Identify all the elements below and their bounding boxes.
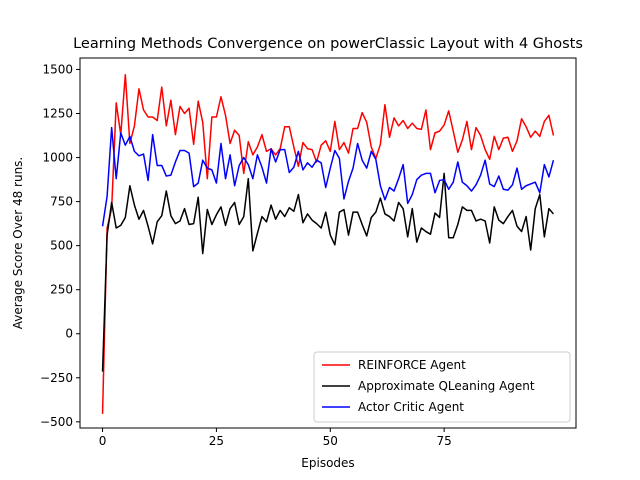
x-tick-label: 75: [437, 434, 452, 448]
series-lines: [101, 73, 555, 414]
y-tick-label: 1250: [42, 107, 73, 121]
y-tick-label: −250: [40, 371, 73, 385]
x-tick-label: 0: [99, 434, 107, 448]
x-tick-label: 50: [323, 434, 338, 448]
legend-label-1: Approximate QLeaning Agent: [358, 379, 535, 393]
x-tick-label: 25: [209, 434, 224, 448]
y-tick-label: 750: [50, 195, 73, 209]
series-line-2: [101, 126, 555, 227]
y-tick-label: 1500: [42, 62, 73, 76]
plot-frame: [79, 57, 577, 429]
chart-title: Learning Methods Convergence on powerCla…: [73, 36, 583, 52]
y-tick-label: −500: [40, 415, 73, 429]
legend-label-2: Actor Critic Agent: [358, 400, 464, 414]
legend-label-0: REINFORCE Agent: [358, 358, 466, 372]
legend: REINFORCE Agent Approximate QLeaning Agen…: [313, 351, 571, 423]
y-tick-label: 0: [65, 327, 73, 341]
y-tick-label: 500: [50, 239, 73, 253]
y-tick-label: 1000: [42, 151, 73, 165]
legend-box: [313, 351, 571, 423]
y-axis-ticks: −500 −250 0 250 500 750 1000 1250 1500: [40, 62, 80, 429]
series-line-1: [101, 172, 555, 372]
x-axis-label: Episodes: [301, 456, 354, 470]
series-line-0: [101, 73, 555, 414]
x-axis-ticks: 0 25 50 75: [99, 428, 452, 448]
y-tick-label: 250: [50, 283, 73, 297]
y-axis-label: Average Score Over 48 runs.: [11, 157, 25, 330]
